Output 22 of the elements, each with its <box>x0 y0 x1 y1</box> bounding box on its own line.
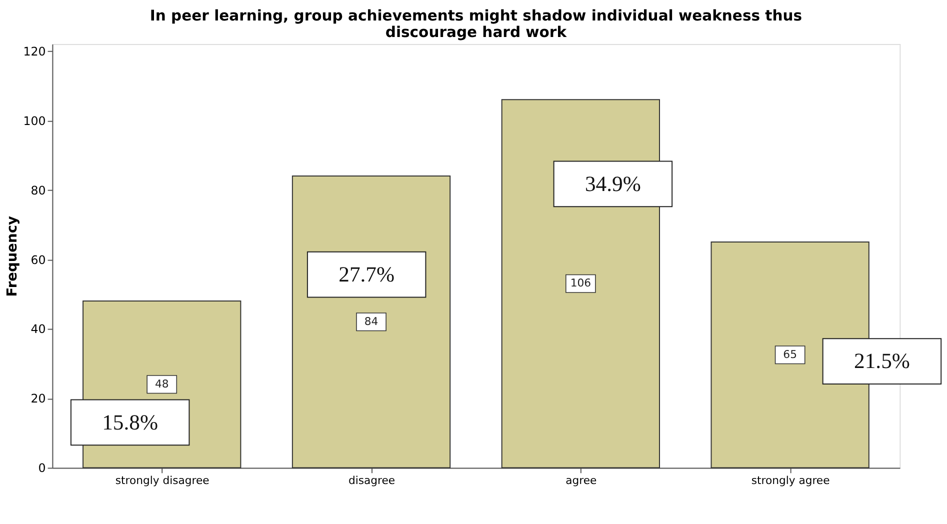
data-label: 48 <box>154 377 169 390</box>
y-tick-label: 100 <box>23 114 46 128</box>
annotation: 21.5% <box>854 349 910 374</box>
x-tick-label: disagree <box>348 474 396 487</box>
y-tick-label: 60 <box>30 252 46 267</box>
text: In peer learning, group achievements might shadow individual weakness thus <box>150 7 802 24</box>
y-tick-label: 80 <box>30 183 46 198</box>
data-label: 106 <box>570 276 592 290</box>
annotation: 27.7% <box>338 262 395 286</box>
text: discourage hard work <box>385 24 567 42</box>
data-label: 65 <box>783 348 797 361</box>
x-tick-label: strongly agree <box>751 474 830 487</box>
y-tick-label: 20 <box>30 392 46 406</box>
annotation: 15.8% <box>102 410 158 434</box>
annotation: 34.9% <box>584 172 641 196</box>
y-tick-label: 120 <box>23 44 46 58</box>
y-axis-title: Frequency <box>4 216 20 297</box>
data-label: 84 <box>364 314 378 328</box>
x-tick-label: agree <box>566 474 598 487</box>
y-tick-label: 0 <box>38 461 46 476</box>
y-tick-label: 40 <box>30 322 46 336</box>
x-tick-label: strongly disagree <box>115 474 210 487</box>
